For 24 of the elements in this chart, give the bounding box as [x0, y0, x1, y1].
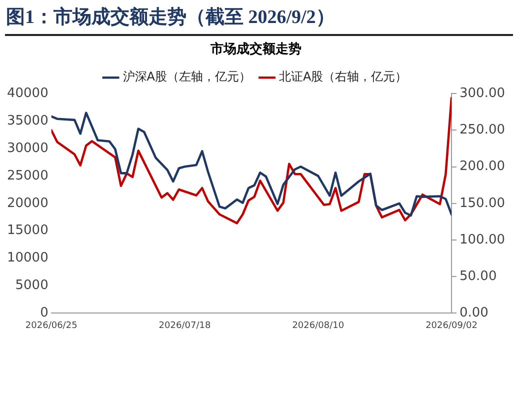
- y-tick-label: 0: [40, 306, 48, 321]
- y-tick-label: 40000: [6, 86, 48, 101]
- y2-tick-label: 250.00: [460, 122, 506, 138]
- y2-tick-label: 150.00: [460, 196, 506, 211]
- y-tick-label: 25000: [6, 168, 48, 184]
- chart-subtitle: 市场成交额走势: [210, 41, 302, 58]
- y-tick-label: 15000: [6, 223, 48, 238]
- y2-tick-label: 100.00: [460, 232, 506, 248]
- y-tick-label: 10000: [6, 250, 48, 266]
- y2-tick-label: 50.00: [460, 268, 497, 284]
- chart-title: 图1：市场成交额走势（截至 2026/9/2）: [6, 6, 335, 30]
- y-tick-label: 35000: [6, 113, 48, 128]
- y2-tick-label: 300.00: [460, 86, 506, 101]
- legend-label: 北证A股（右轴，亿元）: [279, 70, 408, 84]
- y-tick-label: 30000: [6, 140, 48, 156]
- y2-tick-label: 0.00: [460, 306, 488, 321]
- y-tick-label: 20000: [6, 196, 48, 211]
- y2-tick-label: 200.00: [460, 159, 506, 174]
- x-tick-label: 2026/09/02: [426, 320, 478, 331]
- legend-label: 沪深A股（左轴，亿元）: [122, 70, 252, 84]
- x-tick-label: 2026/08/10: [292, 320, 344, 331]
- y-tick-label: 5000: [15, 278, 48, 294]
- x-tick-label: 2026/07/18: [158, 320, 211, 331]
- x-tick-label: 2026/06/25: [25, 320, 78, 331]
